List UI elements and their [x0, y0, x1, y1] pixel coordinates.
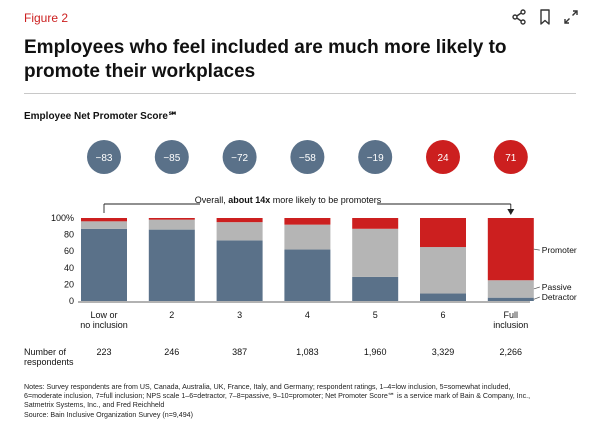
annotation: Overall, about 14x more likely to be pro…	[103, 195, 515, 215]
bar-passive	[352, 228, 399, 277]
note-line: 6=moderate inclusion, 7=full inclusion; …	[24, 392, 531, 401]
legend-leader	[533, 286, 540, 290]
bookmark-icon[interactable]	[536, 8, 554, 26]
bar-detractor	[352, 276, 399, 301]
arrow-head	[507, 209, 515, 215]
annotation-text: Overall, about 14x more likely to be pro…	[195, 195, 382, 205]
page-title: Employees who feel included are much mor…	[24, 37, 507, 82]
respondents-count: 1,083	[296, 347, 319, 357]
x-tick-label: 5	[373, 310, 378, 320]
share-icon[interactable]	[510, 8, 528, 26]
y-tick-label: 60	[64, 246, 74, 256]
legend-passive: Passive	[542, 282, 572, 292]
title-divider	[24, 93, 576, 94]
bar-detractor	[81, 228, 127, 301]
bar-passive	[81, 221, 127, 229]
respondents-count: 2,266	[500, 347, 523, 357]
nps-value: −85	[163, 153, 180, 164]
respondents-count: 3,329	[432, 347, 455, 357]
respondents-count: 223	[96, 347, 111, 357]
nps-bubble	[87, 140, 121, 174]
legend-detractor: Detractor	[542, 292, 577, 302]
y-tick-label: 40	[64, 263, 74, 273]
x-axis-labels: Low or no inclusion 2 3 4 5 6 Full inclusion	[80, 310, 528, 330]
bar-promoter	[216, 218, 263, 223]
y-tick-label: 20	[64, 279, 74, 289]
y-axis: 0 20 40 60 80 100%	[51, 213, 530, 306]
bar-detractor	[216, 240, 263, 301]
respondents-count: 387	[232, 347, 247, 357]
bar-promoter	[352, 218, 399, 229]
respondents-count: 1,960	[364, 347, 387, 357]
chart: Employee Net Promoter Score℠ −83 −85 −72 −5…	[24, 111, 577, 367]
annotation-suffix: more likely to be promoters	[273, 195, 382, 205]
chart-title: Employee Net Promoter Score℠	[24, 111, 178, 122]
x-tick-label: 2	[169, 310, 174, 320]
bar-promoter	[148, 218, 195, 220]
bar-passive	[216, 222, 263, 241]
nps-bubble	[154, 140, 189, 174]
bar-detractor	[487, 297, 534, 301]
annotation-bold: about 14x	[228, 195, 270, 205]
nps-bubble	[290, 140, 325, 174]
bar-detractor	[148, 229, 195, 301]
bar-detractor	[420, 293, 466, 301]
x-tick-label: 4	[305, 310, 310, 320]
action-icons	[510, 8, 580, 26]
annotation-prefix: Overall,	[195, 195, 226, 205]
nps-value: −72	[231, 153, 248, 164]
nps-value: 71	[505, 153, 517, 164]
x-tick-label: 3	[237, 310, 242, 320]
note-line: Satmetrix Systems, Inc., and Fred Reichh…	[24, 401, 165, 410]
legend-leader	[533, 296, 540, 300]
legend-leader	[533, 248, 540, 251]
nps-value: −19	[367, 153, 384, 164]
respondents-row: Number of respondents 223 246 387 1,083 1,960 3…	[24, 347, 522, 367]
bar-promoter	[284, 218, 331, 225]
nps-value: −58	[299, 153, 316, 164]
nps-value: −83	[96, 153, 113, 164]
figure-label: Figure 2	[24, 11, 69, 25]
bar-detractor	[284, 249, 331, 301]
nps-bubble	[493, 140, 528, 174]
bar-passive	[420, 247, 466, 294]
y-tick-label: 80	[64, 230, 74, 240]
bar-promoter	[487, 218, 534, 281]
x-tick-label: Low or no inclusion	[80, 310, 128, 330]
notes: Notes: Survey respondents are from US, C…	[24, 383, 584, 420]
bar-passive	[487, 280, 534, 298]
nps-value: 24	[437, 153, 449, 164]
bars	[81, 218, 534, 301]
bar-promoter	[420, 218, 466, 248]
legend-promoter: Promoter	[542, 245, 577, 255]
respondents-label: Number of respondents	[24, 347, 74, 367]
source-line: Source: Bain Inclusive Organization Surv…	[24, 410, 193, 419]
y-tick-label: 100%	[51, 213, 74, 223]
x-tick-label: Full inclusion	[493, 310, 528, 330]
expand-icon[interactable]	[562, 8, 580, 26]
y-tick-label: 0	[69, 296, 74, 306]
x-tick-label: 6	[440, 310, 445, 320]
respondents-count: 246	[164, 347, 179, 357]
nps-bubble	[222, 140, 257, 174]
bar-promoter	[81, 218, 127, 222]
bar-passive	[284, 224, 331, 250]
bar-passive	[148, 219, 195, 230]
note-line: Notes: Survey respondents are from US, C…	[24, 383, 511, 391]
nps-bubble	[358, 140, 393, 174]
nps-bubbles: −83 −85 −72 −58 −19 24 71	[87, 140, 528, 174]
nps-bubble	[426, 140, 460, 174]
